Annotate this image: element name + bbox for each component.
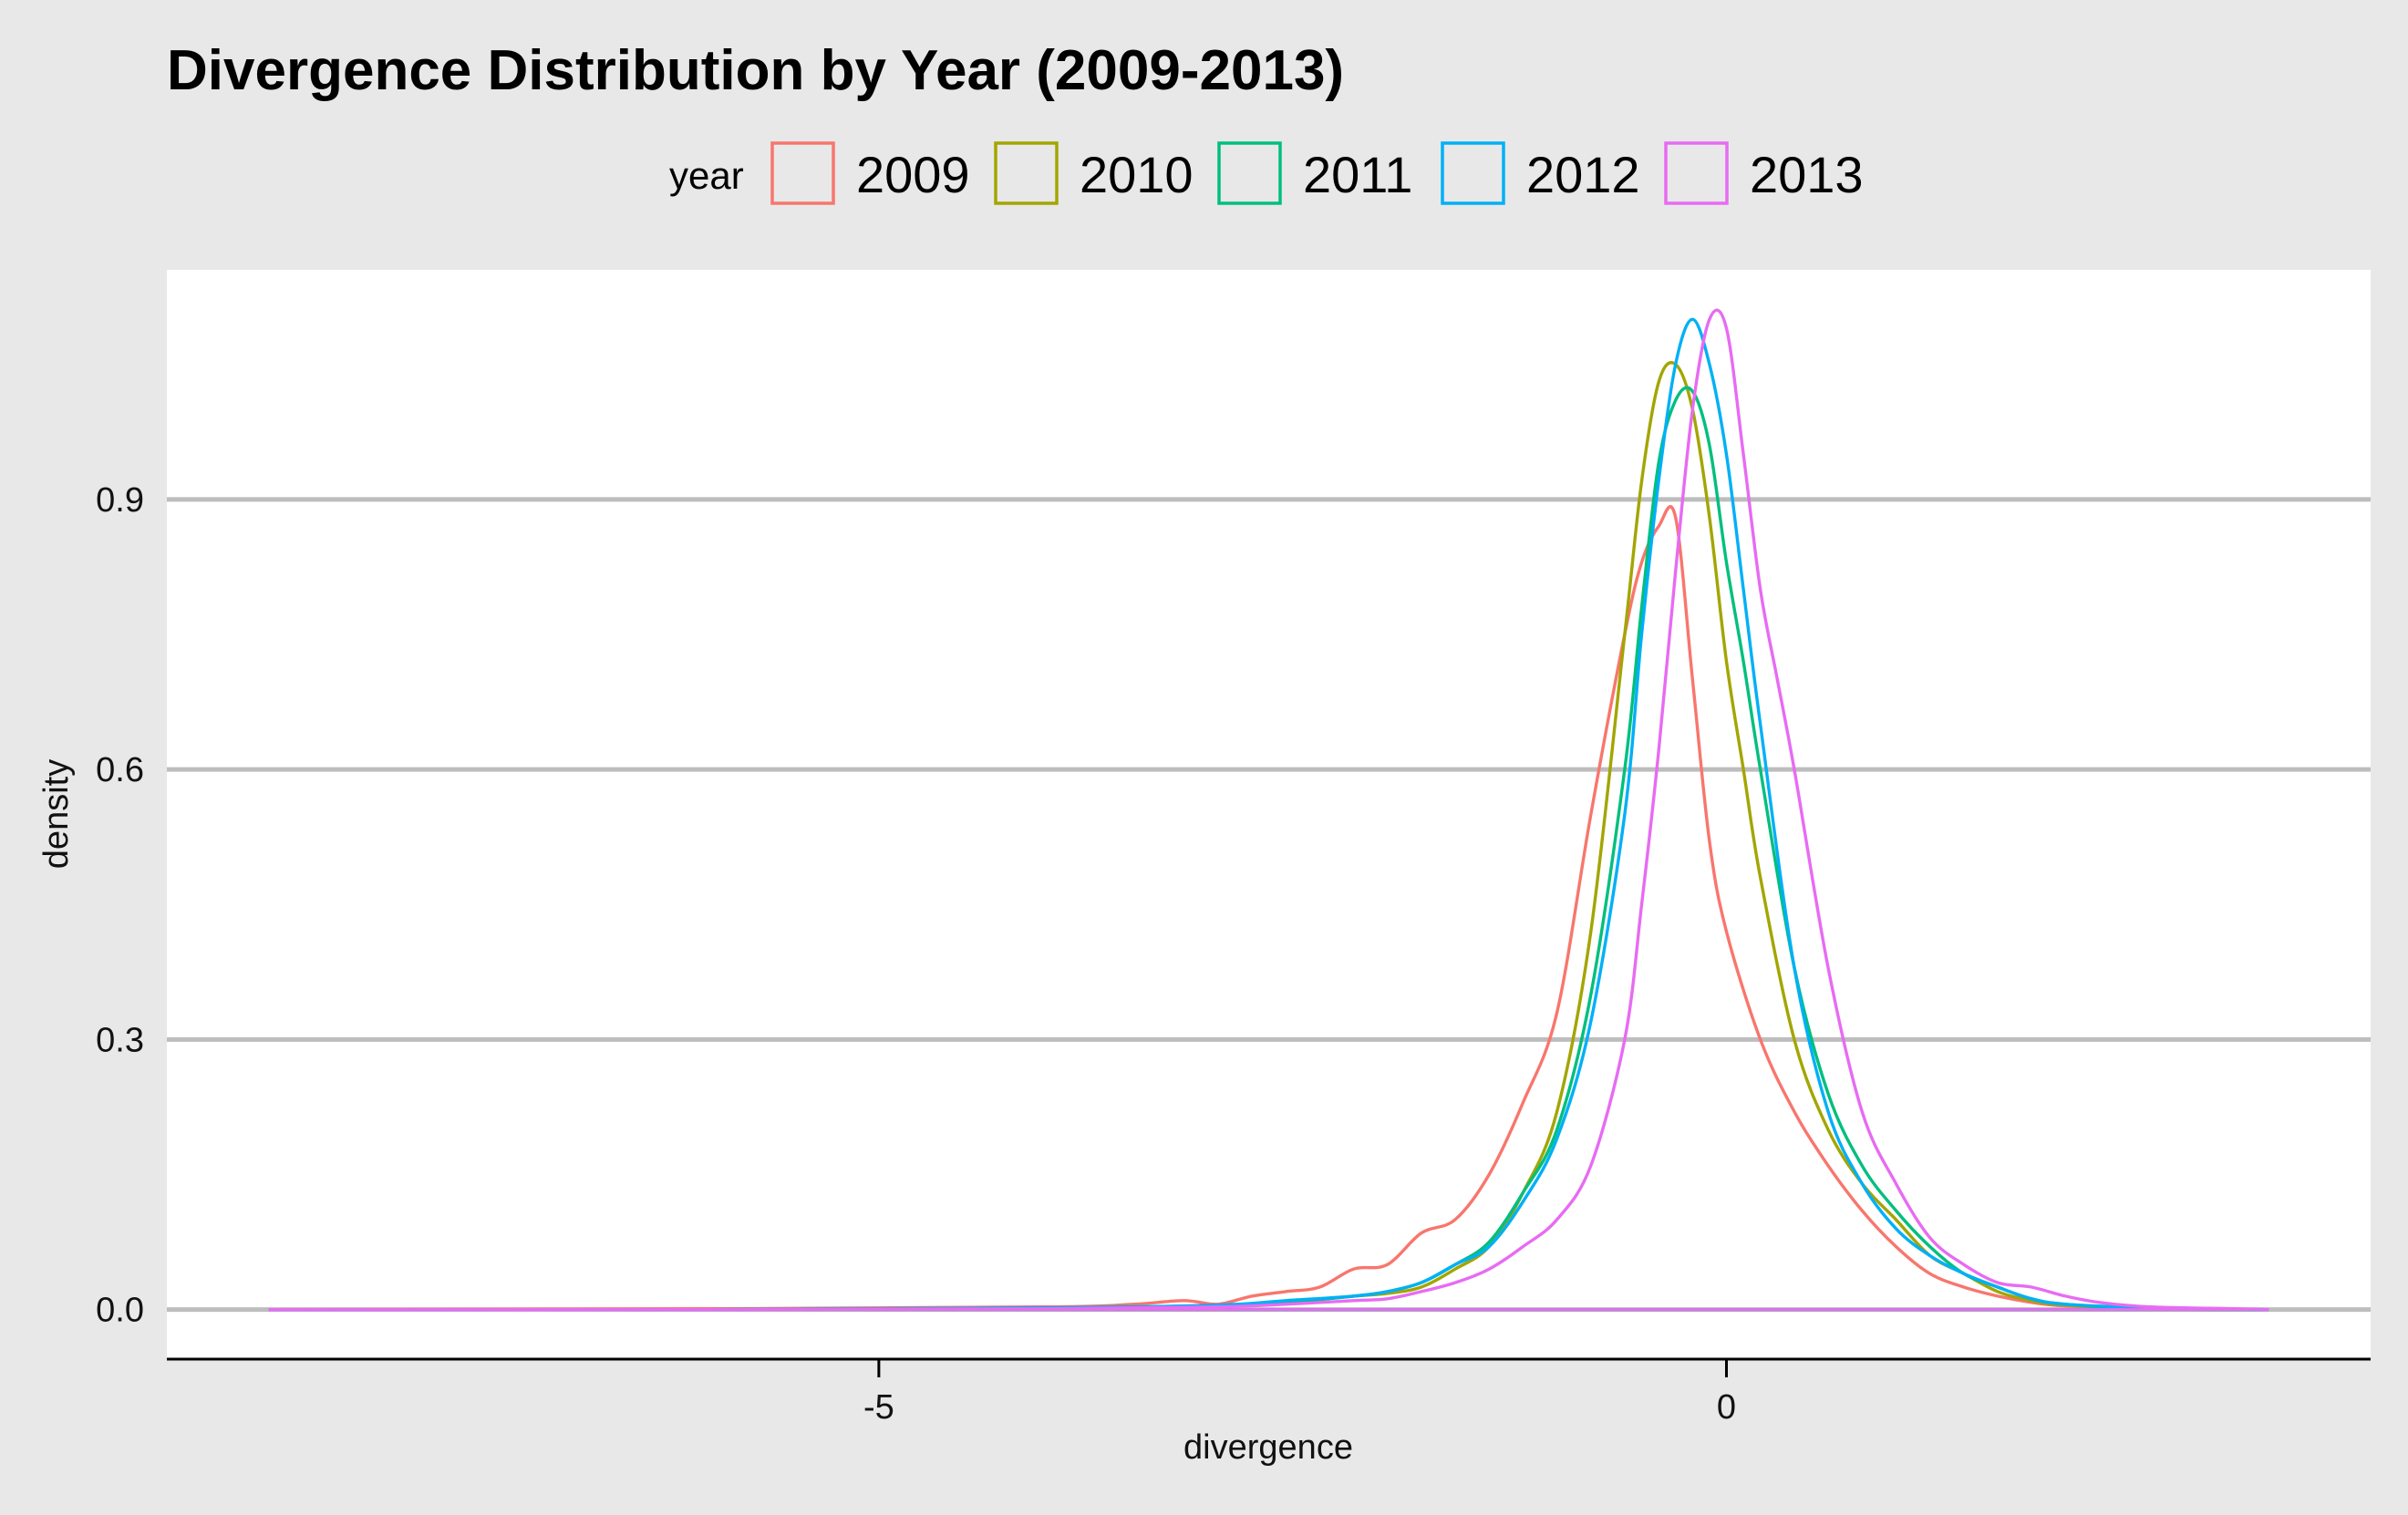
y-tick-label: 0.0 bbox=[96, 1292, 144, 1330]
y-axis-label: density bbox=[37, 759, 76, 869]
chart-title: Divergence Distribution by Year (2009-20… bbox=[167, 39, 1344, 102]
legend-key-2009 bbox=[770, 141, 835, 205]
legend-label-2010: 2010 bbox=[1080, 146, 1194, 203]
x-axis-label: divergence bbox=[1183, 1428, 1353, 1467]
legend-label-2009: 2009 bbox=[856, 146, 970, 203]
legend-label-2013: 2013 bbox=[1750, 146, 1864, 203]
y-ticks: 0.0 0.3 0.6 0.9 bbox=[96, 481, 144, 1330]
density-line-2012 bbox=[268, 317, 2269, 1312]
x-ticks: -5 0 bbox=[863, 1359, 1736, 1427]
plot-panel bbox=[167, 270, 2371, 1359]
legend: year 2009 2010 2011 2012 2013 bbox=[669, 141, 1864, 205]
legend-key-2013 bbox=[1664, 141, 1729, 205]
y-tick-label: 0.9 bbox=[96, 481, 144, 520]
legend-title: year bbox=[669, 154, 744, 197]
legend-key-2010 bbox=[994, 141, 1059, 205]
legend-label-2011: 2011 bbox=[1303, 146, 1412, 203]
legend-key-2012 bbox=[1441, 141, 1505, 205]
x-tick-label: 0 bbox=[1717, 1388, 1736, 1427]
density-line-2013 bbox=[268, 308, 2269, 1312]
series-layer bbox=[268, 308, 2269, 1312]
x-tick-label: -5 bbox=[863, 1388, 894, 1427]
y-tick-label: 0.3 bbox=[96, 1021, 144, 1059]
legend-label-2012: 2012 bbox=[1526, 146, 1640, 203]
legend-key-2011 bbox=[1217, 141, 1282, 205]
y-tick-label: 0.6 bbox=[96, 751, 144, 789]
